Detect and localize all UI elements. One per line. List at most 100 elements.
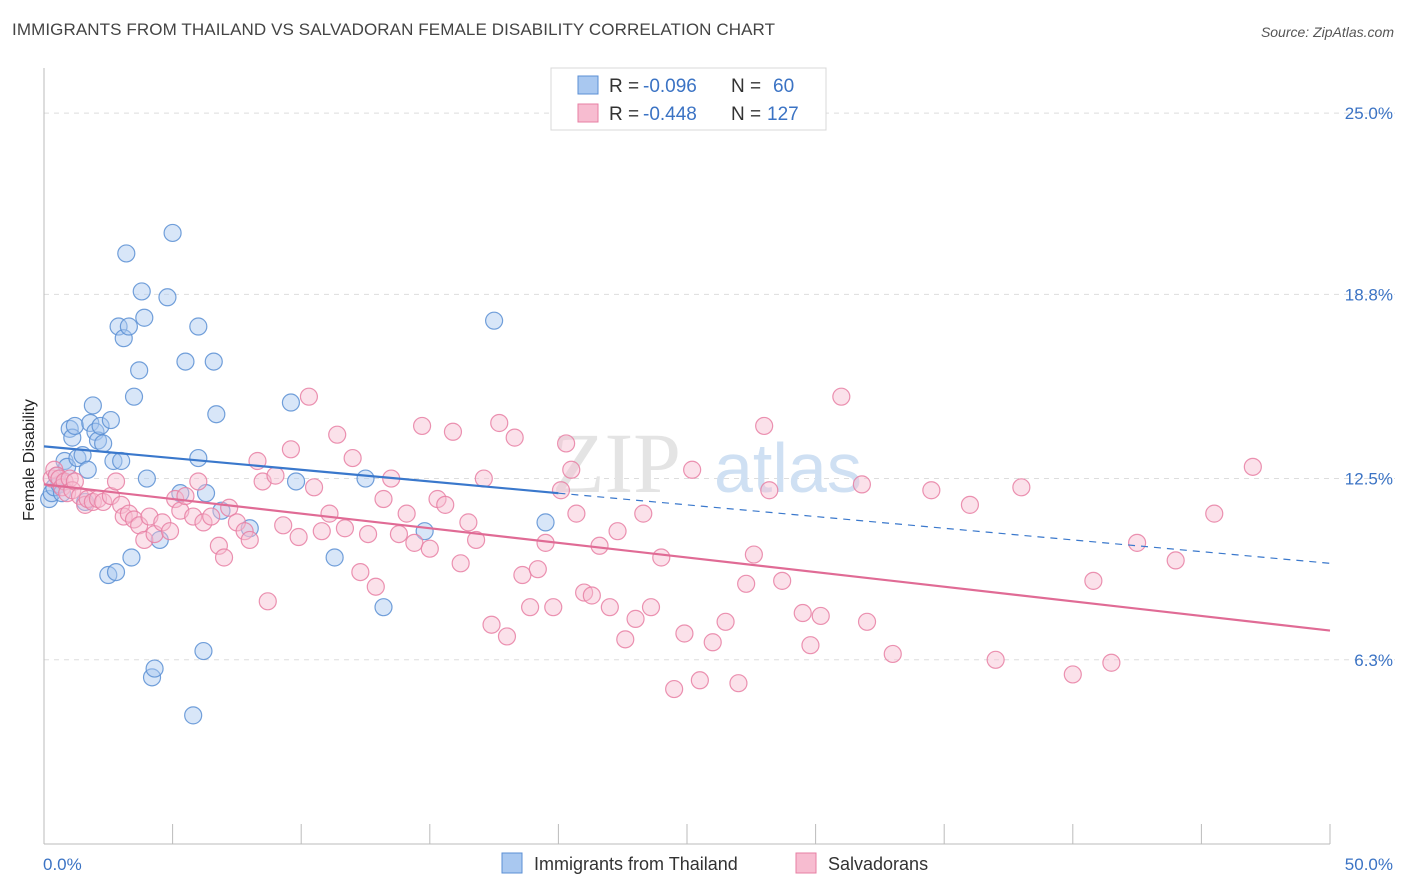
point-salvadoran [235,522,254,541]
y-tick-label: 6.3% [1354,651,1393,670]
point-thailand [163,223,182,243]
point-salvadoran [135,530,154,550]
point-thailand [485,311,504,330]
point-salvadoran [374,489,393,509]
point-salvadoran [114,507,133,526]
point-salvadoran [436,495,455,514]
point-salvadoran [220,498,239,517]
point-thailand [91,416,110,436]
point-salvadoran [665,679,684,699]
point-salvadoran [1127,533,1147,552]
point-salvadoran [490,413,509,433]
point-salvadoran [513,565,532,585]
point-salvadoran [773,571,792,590]
point-thailand [184,706,203,725]
point-thailand [176,352,195,371]
point-salvadoran [652,548,671,567]
point-thailand [374,598,393,617]
point-thailand [112,451,131,471]
point-thailand [194,641,213,661]
point-thailand [117,244,136,263]
source-label: Source: ZipAtlas.com [1260,24,1394,40]
point-salvadoran [119,504,138,523]
point-thailand [286,472,306,491]
point-thailand [189,317,208,336]
point-salvadoran [528,560,547,579]
bottom-legend-swatch-blue [501,852,523,874]
point-salvadoran [608,522,627,541]
point-salvadoran [443,422,463,441]
x-tick-label-max: 50.0% [1345,855,1393,874]
point-thailand [109,317,128,336]
point-salvadoran [557,434,576,453]
point-salvadoran [240,530,259,550]
point-salvadoran [497,627,517,646]
point-thailand [119,317,138,336]
point-thailand [83,396,102,415]
point-thailand [88,431,108,450]
point-salvadoran [389,524,409,544]
legend-r-label-2: R = [609,104,639,125]
point-thailand [189,448,208,468]
x-tick-label-min: 0.0% [43,855,82,874]
point-salvadoran [289,527,308,547]
point-salvadoran [351,562,370,582]
point-thailand [94,434,113,453]
point-salvadoran [793,603,812,623]
point-salvadoran [744,545,763,564]
point-salvadoran [801,636,820,655]
top-legend: R = -0.096 N = 60 R = -0.448 N = 127 [550,67,827,131]
point-salvadoran [922,481,941,500]
point-salvadoran [562,460,581,479]
point-salvadoran [474,469,493,488]
point-salvadoran [312,522,331,541]
legend-n-label-1: N = [731,76,761,97]
legend-n-value-1: 60 [773,76,794,97]
point-salvadoran [716,612,735,631]
bottom-legend-label-thailand: Immigrants from Thailand [534,854,738,874]
point-thailand [124,387,144,406]
point-salvadoran [335,519,355,538]
point-thailand [114,329,133,348]
point-salvadoran [343,448,362,468]
point-salvadoran [703,633,722,652]
legend-r-label-1: R = [609,76,639,97]
point-thailand [81,413,100,433]
series-thailand-points [40,223,555,725]
point-salvadoran [986,650,1005,669]
grid-lines [44,112,1395,661]
point-salvadoran [1102,653,1121,672]
point-salvadoran [405,533,424,552]
point-thailand [135,308,154,327]
point-salvadoran [600,598,619,617]
point-salvadoran [883,644,902,664]
legend-r-value-1: -0.096 [643,76,697,97]
point-salvadoran [184,507,203,526]
point-salvadoran [544,598,563,617]
point-salvadoran [729,674,748,693]
y-tick-label: 12.5% [1345,470,1393,489]
point-salvadoran [106,472,126,491]
point-salvadoran [304,478,324,497]
point-thailand [158,288,177,307]
point-salvadoran [551,481,571,500]
point-salvadoran [641,598,661,617]
point-thailand [204,352,223,371]
point-salvadoran [857,612,877,631]
point-salvadoran [320,504,339,523]
point-salvadoran [459,513,478,532]
bottom-legend: Immigrants from Thailand Salvadorans [501,852,928,874]
point-salvadoran [683,460,702,479]
point-thailand [52,484,72,503]
legend-r-value-2: -0.448 [643,104,697,125]
legend-n-label-2: N = [731,104,761,125]
axes [43,68,1331,845]
point-salvadoran [760,481,779,500]
point-salvadoran [616,630,635,649]
point-salvadoran [1166,551,1185,570]
point-salvadoran [626,609,645,628]
point-thailand [122,548,141,567]
legend-swatch-blue [577,75,599,95]
trend-line-salvadorans [43,483,1331,632]
y-tick-label: 25.0% [1345,104,1393,123]
